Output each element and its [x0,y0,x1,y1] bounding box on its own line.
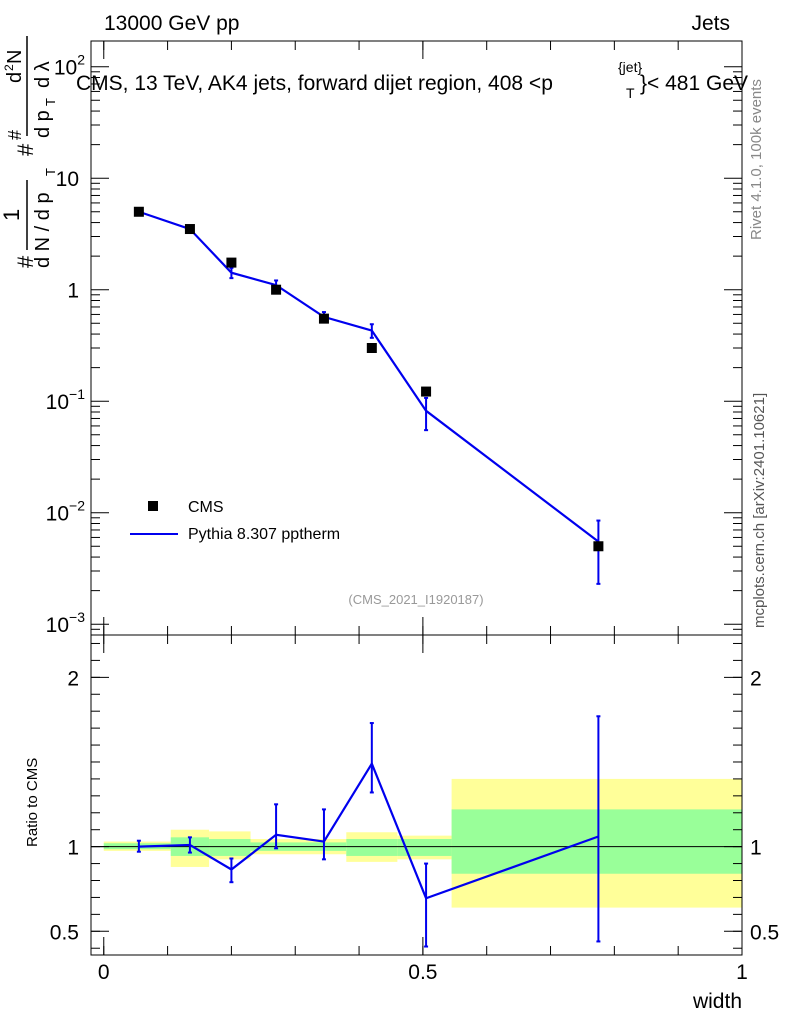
cms-data-point [133,206,144,217]
pythia-line [138,210,600,543]
ratio-y-tick-label-left: 1 [67,837,79,860]
x-tick-label: 0.5 [408,961,437,984]
ratio-pythia-series [136,715,601,948]
ratio-y-tick-label-left: 2 [67,667,79,690]
x-tick-label: 1 [736,961,748,984]
ratio-tick-labels: 2 21 10.5 0.50 0.5 1 [50,667,779,984]
ratio-band-green [397,839,452,856]
main-y-tick-label: 102 [54,52,85,80]
mcplots-label: mcplots.cern.ch [arXiv:2401.10621] [751,393,768,628]
main-cms-series [133,206,604,552]
cms-data-point [271,284,282,295]
main-y-axis-title: # 1 d N / d p T # d 2 N # d p T d λ [0,36,58,268]
ylabel-hash2: # [13,143,38,156]
main-axis-ticks [91,41,743,636]
ratio-band-green [346,839,398,856]
legend: CMS Pythia 8.307 pptherm [130,499,340,543]
ratio-axis-ticks [91,635,743,955]
ratio-uncertainty-bands [103,778,742,908]
title-sub: T [626,85,635,101]
cms-data-point [226,257,237,268]
main-y-tick-label: 10−2 [46,498,86,526]
cms-data-point [318,313,329,324]
ratio-panel-frame [90,634,743,956]
ylabel-dp: d p [32,110,54,138]
ylabel-dn: d N / d p [32,192,54,268]
title-after: }< 481 GeV [640,72,748,95]
main-y-tick-label: 10−3 [46,609,86,637]
ylabel-one: 1 [0,209,24,221]
legend-cms-label: CMS [188,499,224,516]
cms-data-point [421,386,432,397]
ratio-y-tick-label-right: 2 [750,667,762,690]
main-y-tick-label: 10−1 [46,386,86,414]
ylabel-hash3: # [5,130,25,140]
rivet-label: Rivet 4.1.0, 100k events [748,79,765,240]
ylabel-hash1: # [13,255,38,268]
ylabel-two: 2 [2,64,16,71]
title-sup: {jet} [618,59,642,75]
ylabel-t1: T [43,168,58,176]
legend-cms-marker [148,501,158,511]
main-panel-frame [90,40,743,636]
cms-data-point [366,342,377,353]
ratio-y-tick-label-left: 0.5 [50,921,79,944]
ratio-line [138,761,599,900]
header-left: 13000 GeV pp [104,12,239,35]
ylabel-dl: d λ [32,61,54,88]
header-right: Jets [691,12,730,35]
ratio-y-tick-label-right: 1 [750,837,762,860]
cms-data-point [593,541,604,552]
x-axis-title: width [692,990,742,1013]
x-tick-label: 0 [98,961,110,984]
analysis-watermark: (CMS_2021_I1920187) [348,592,483,607]
ylabel-n: N [4,50,26,64]
ratio-y-tick-label-right: 0.5 [750,921,779,944]
title-before: CMS, 13 TeV, AK4 jets, forward dijet reg… [76,72,553,95]
plot-title: CMS, 13 TeV, AK4 jets, forward dijet reg… [76,59,748,101]
ratio-y-axis-title: Ratio to CMS [24,758,41,847]
legend-pythia-label: Pythia 8.307 pptherm [188,526,340,543]
cms-data-point [184,224,195,235]
ratio-band-green [209,839,251,856]
main-tick-labels: 102 10 1 10−1 10−2 10−3 [46,52,86,637]
ylabel-t2: T [43,98,58,106]
ylabel-d2n: d [4,72,26,83]
main-y-tick-label: 10 [56,168,79,191]
main-y-tick-label: 1 [67,280,79,303]
ratio-band-green [451,809,742,874]
